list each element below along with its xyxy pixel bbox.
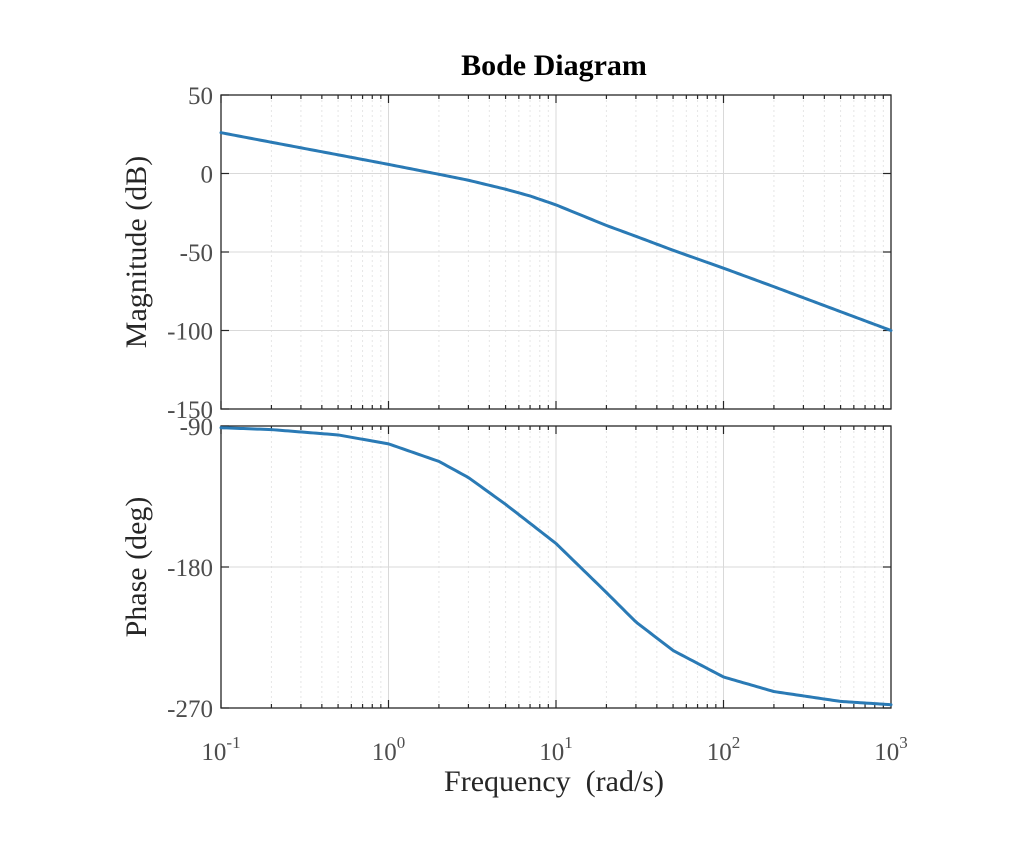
x-tick-label: 10-1	[201, 733, 240, 766]
phase-curve	[219, 426, 893, 707]
magnitude-panel: 50 0 -50 -100 -150 Magnitude (dB)	[120, 83, 893, 424]
y-tick-label: -50	[180, 240, 213, 267]
y-tick-label: 0	[201, 162, 214, 189]
magnitude-ytick-labels: 50 0 -50 -100 -150	[167, 83, 213, 424]
phase-panel: -90 -180 -270 Phase (deg)	[120, 414, 893, 723]
phase-ylabel: Phase (deg)	[120, 497, 153, 638]
magnitude-tick-marks	[220, 94, 891, 410]
y-tick-label: -100	[167, 319, 213, 346]
chart-title: Bode Diagram	[461, 49, 647, 82]
y-tick-label: -180	[167, 555, 213, 582]
x-axis-label: Frequency (rad/s)	[444, 765, 664, 798]
x-tick-label: 101	[539, 733, 573, 766]
y-tick-label: 50	[188, 83, 213, 110]
magnitude-ylabel: Magnitude (dB)	[120, 156, 153, 348]
y-tick-label: -90	[180, 414, 213, 441]
x-tick-label: 102	[707, 733, 741, 766]
x-tick-label: 100	[372, 733, 406, 766]
y-tick-label: -150	[167, 397, 213, 424]
x-tick-labels: 10-1 100 101 102 103	[201, 733, 907, 766]
magnitude-curve	[219, 131, 893, 332]
phase-grid	[221, 426, 891, 708]
y-tick-label: -270	[167, 696, 213, 723]
x-tick-label: 103	[874, 733, 908, 766]
phase-tick-marks	[220, 425, 891, 709]
magnitude-grid	[221, 95, 891, 409]
phase-ytick-labels: -90 -180 -270	[167, 414, 213, 723]
